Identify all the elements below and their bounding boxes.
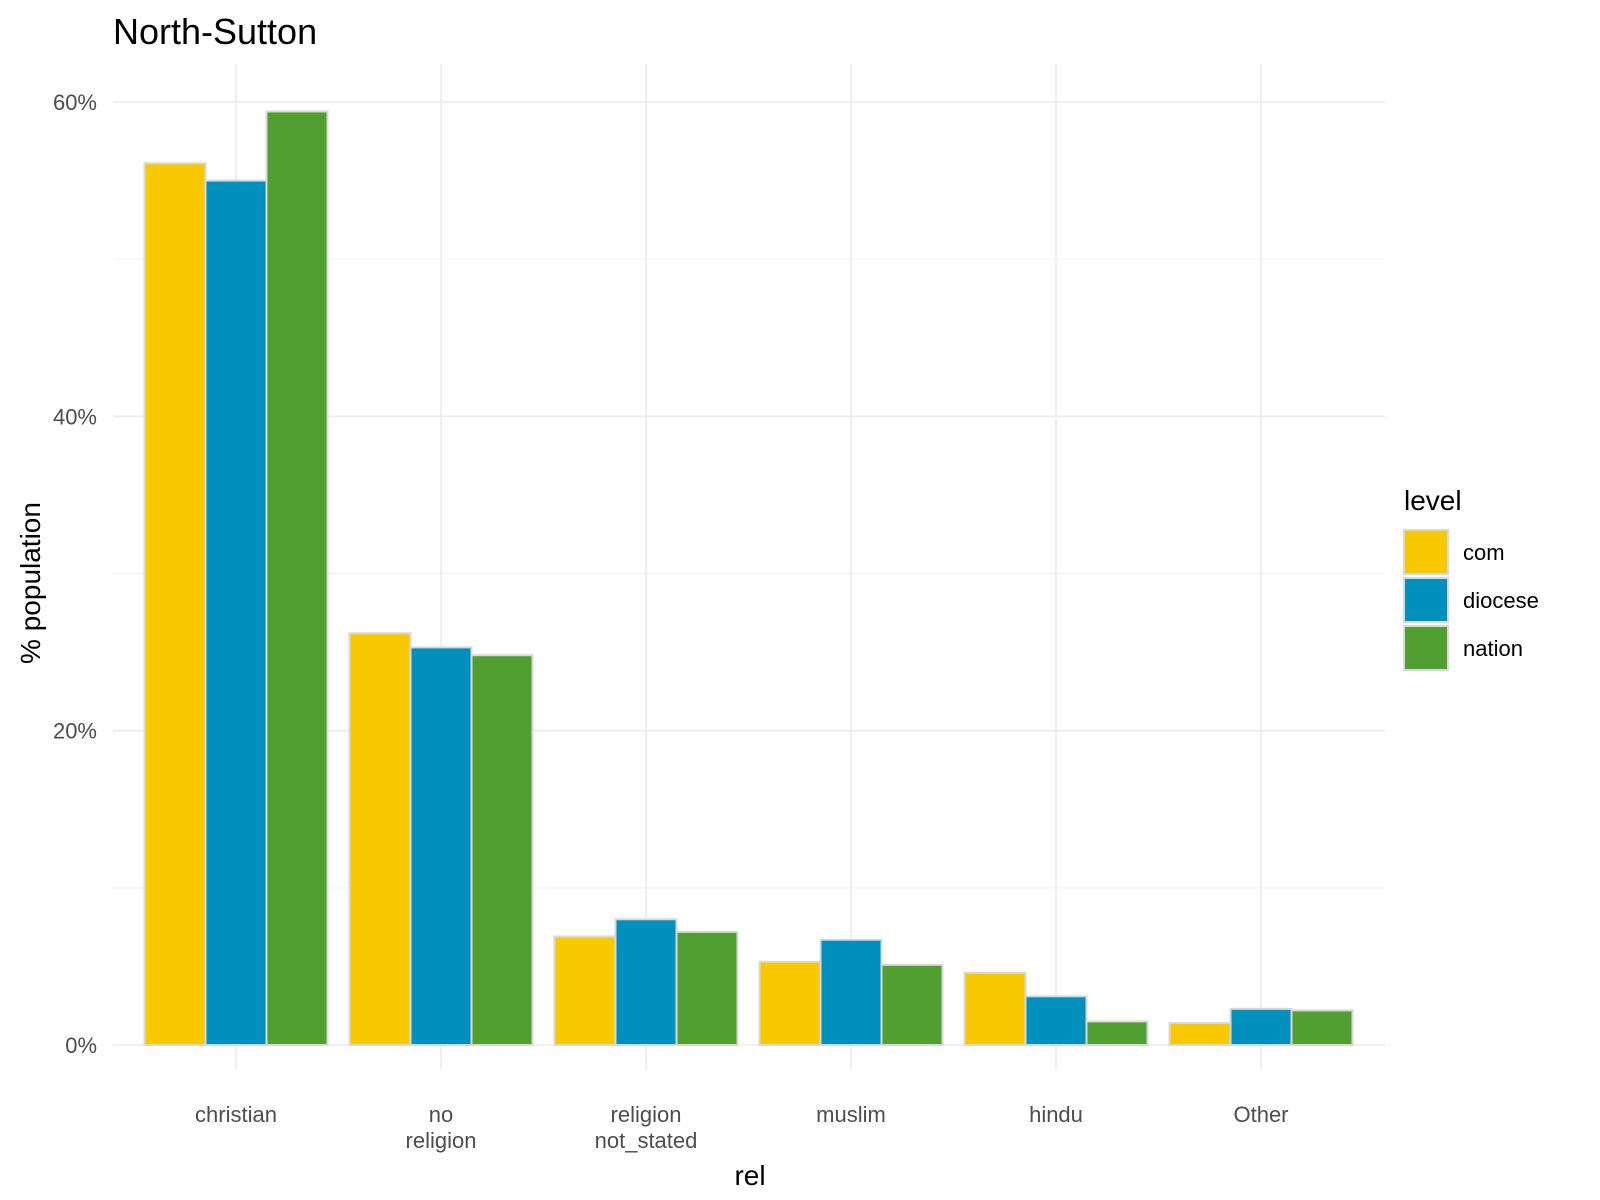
bar xyxy=(1229,1007,1293,1047)
x-tick-label: christian xyxy=(195,1102,277,1127)
bar xyxy=(553,935,617,1046)
y-axis-ticks: 0% 20% 40% 60% xyxy=(53,90,97,1058)
x-tick-label: no religion xyxy=(406,1102,477,1153)
bar xyxy=(143,162,207,1047)
legend-key-diocese xyxy=(1403,577,1449,623)
y-tick-label: 40% xyxy=(53,404,97,429)
y-tick-label: 0% xyxy=(65,1033,97,1058)
x-axis-title: rel xyxy=(734,1160,765,1191)
bar xyxy=(758,960,822,1046)
bar xyxy=(348,632,412,1046)
chart-title: North-Sutton xyxy=(113,11,317,52)
bar xyxy=(409,646,473,1046)
legend-title: level xyxy=(1404,485,1462,516)
bar xyxy=(819,938,883,1046)
legend: level com diocese nation xyxy=(1403,485,1539,671)
x-tick-label: muslim xyxy=(816,1102,886,1127)
bar xyxy=(204,179,268,1047)
x-axis-ticks: christian no religion religion not_stated mus… xyxy=(195,1102,1288,1153)
y-tick-label: 20% xyxy=(53,719,97,744)
bar xyxy=(1290,1009,1354,1047)
bar xyxy=(1024,995,1088,1046)
bar xyxy=(880,963,944,1046)
x-tick-label: religion not_stated xyxy=(595,1102,698,1153)
y-tick-label: 60% xyxy=(53,90,97,115)
legend-label-nation: nation xyxy=(1463,636,1523,661)
bar xyxy=(614,918,678,1046)
bar xyxy=(963,971,1027,1046)
legend-key-com xyxy=(1403,529,1449,575)
bar xyxy=(675,930,739,1047)
bar-group xyxy=(143,110,1354,1047)
x-tick-label: hindu xyxy=(1029,1102,1083,1127)
legend-label-com: com xyxy=(1463,540,1505,565)
bar xyxy=(1085,1020,1149,1046)
bar xyxy=(1168,1021,1232,1046)
bar xyxy=(470,654,534,1047)
legend-label-diocese: diocese xyxy=(1463,588,1539,613)
bar xyxy=(265,110,329,1047)
legend-key-nation xyxy=(1403,625,1449,671)
y-axis-title: % population xyxy=(15,502,46,664)
x-tick-label: Other xyxy=(1233,1102,1288,1127)
